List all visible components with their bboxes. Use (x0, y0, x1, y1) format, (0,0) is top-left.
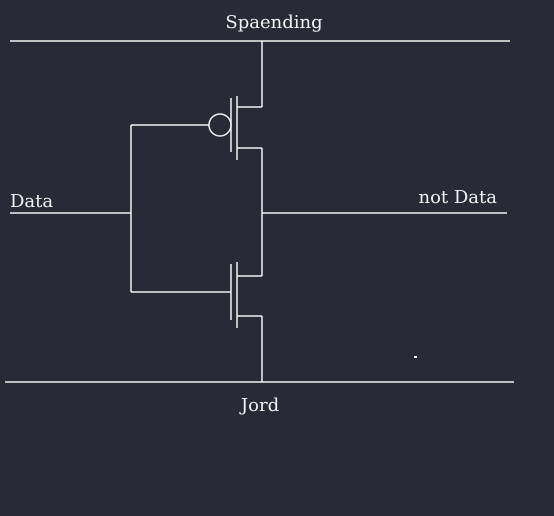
nmos-transistor (230, 213, 263, 382)
stray-dot (414, 356, 417, 358)
input-label: Data (10, 191, 53, 212)
pmos-transistor (208, 41, 263, 213)
ground-label: Jord (239, 395, 279, 416)
supply-label: Spaending (225, 12, 322, 33)
pmos-bubble (208, 113, 232, 137)
output-label: not Data (418, 187, 497, 208)
